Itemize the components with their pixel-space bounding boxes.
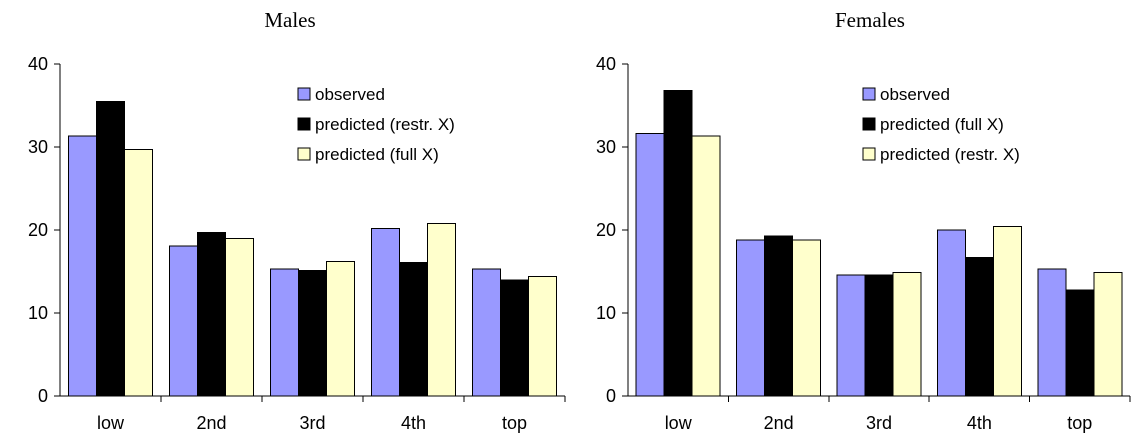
bar-3rd-series-1 <box>298 270 327 397</box>
legend-swatch <box>297 147 311 161</box>
x-tick-label: 4th <box>401 413 426 433</box>
x-tick-label: top <box>502 413 527 433</box>
bar-4th-series-0 <box>936 229 966 397</box>
legend-swatch <box>862 147 876 161</box>
chart-title: Females <box>835 8 905 32</box>
x-tick-label: 4th <box>967 413 992 433</box>
bar-low-series-2 <box>124 148 153 397</box>
y-tick-label: 10 <box>596 303 616 323</box>
y-tick-label: 30 <box>28 137 48 157</box>
x-tick-label: 3rd <box>299 413 325 433</box>
bar-3rd-series-0 <box>270 268 299 397</box>
y-tick-label: 40 <box>596 54 616 74</box>
bar-2nd-series-2 <box>792 239 822 397</box>
bar-top-series-2 <box>528 275 557 397</box>
legend-swatch <box>862 87 876 101</box>
bar-low-series-0 <box>635 133 665 397</box>
y-tick-label: 0 <box>606 386 616 406</box>
chart-title: Males <box>264 8 315 32</box>
legend-label: predicted (full X) <box>315 145 439 164</box>
y-tick-label: 0 <box>38 386 48 406</box>
legend-swatch <box>297 87 311 101</box>
legend-swatch <box>297 117 311 131</box>
bar-3rd-series-1 <box>864 274 894 397</box>
y-tick-label: 20 <box>596 220 616 240</box>
bar-top-series-1 <box>1065 289 1095 397</box>
bar-2nd-series-0 <box>169 245 198 397</box>
bar-top-series-0 <box>472 268 501 397</box>
bar-top-series-2 <box>1093 271 1123 397</box>
bar-3rd-series-0 <box>836 274 866 397</box>
x-tick-label: low <box>665 413 693 433</box>
y-tick-label: 20 <box>28 220 48 240</box>
bar-2nd-series-2 <box>225 237 254 397</box>
bar-2nd-series-1 <box>764 235 794 397</box>
bar-3rd-series-2 <box>892 271 922 397</box>
bar-top-series-0 <box>1037 268 1067 397</box>
bar-low-series-0 <box>68 135 97 397</box>
y-tick-label: 30 <box>596 137 616 157</box>
legend-label: predicted (restr. X) <box>315 115 455 134</box>
bar-3rd-series-2 <box>326 261 355 397</box>
x-tick-label: 3rd <box>866 413 892 433</box>
legend-label: predicted (full X) <box>880 115 1004 134</box>
chart-panel-0: Males 0 10 20 30 40 low 2nd 3rd 4th top observed pre… <box>28 8 566 433</box>
bar-top-series-1 <box>500 279 529 397</box>
bar-2nd-series-0 <box>736 239 766 397</box>
x-tick-label: 2nd <box>764 413 794 433</box>
bar-low-series-2 <box>691 135 721 397</box>
bar-4th-series-2 <box>427 222 456 397</box>
bar-2nd-series-1 <box>197 231 226 397</box>
legend-label: observed <box>315 85 385 104</box>
bar-low-series-1 <box>663 90 693 397</box>
bar-4th-series-2 <box>992 226 1022 397</box>
y-tick-label: 10 <box>28 303 48 323</box>
x-tick-label: top <box>1067 413 1092 433</box>
legend-swatch <box>862 117 876 131</box>
y-tick-label: 40 <box>28 54 48 74</box>
legend-label: predicted (restr. X) <box>880 145 1020 164</box>
bar-4th-series-1 <box>399 261 428 397</box>
bar-4th-series-1 <box>964 256 994 397</box>
bar-4th-series-0 <box>371 227 400 397</box>
x-tick-label: low <box>97 413 125 433</box>
x-tick-label: 2nd <box>196 413 226 433</box>
legend-label: observed <box>880 85 950 104</box>
chart-panel-1: Females 0 10 20 30 40 low 2nd 3rd 4th top observed p… <box>596 8 1131 433</box>
bar-low-series-1 <box>96 100 125 397</box>
